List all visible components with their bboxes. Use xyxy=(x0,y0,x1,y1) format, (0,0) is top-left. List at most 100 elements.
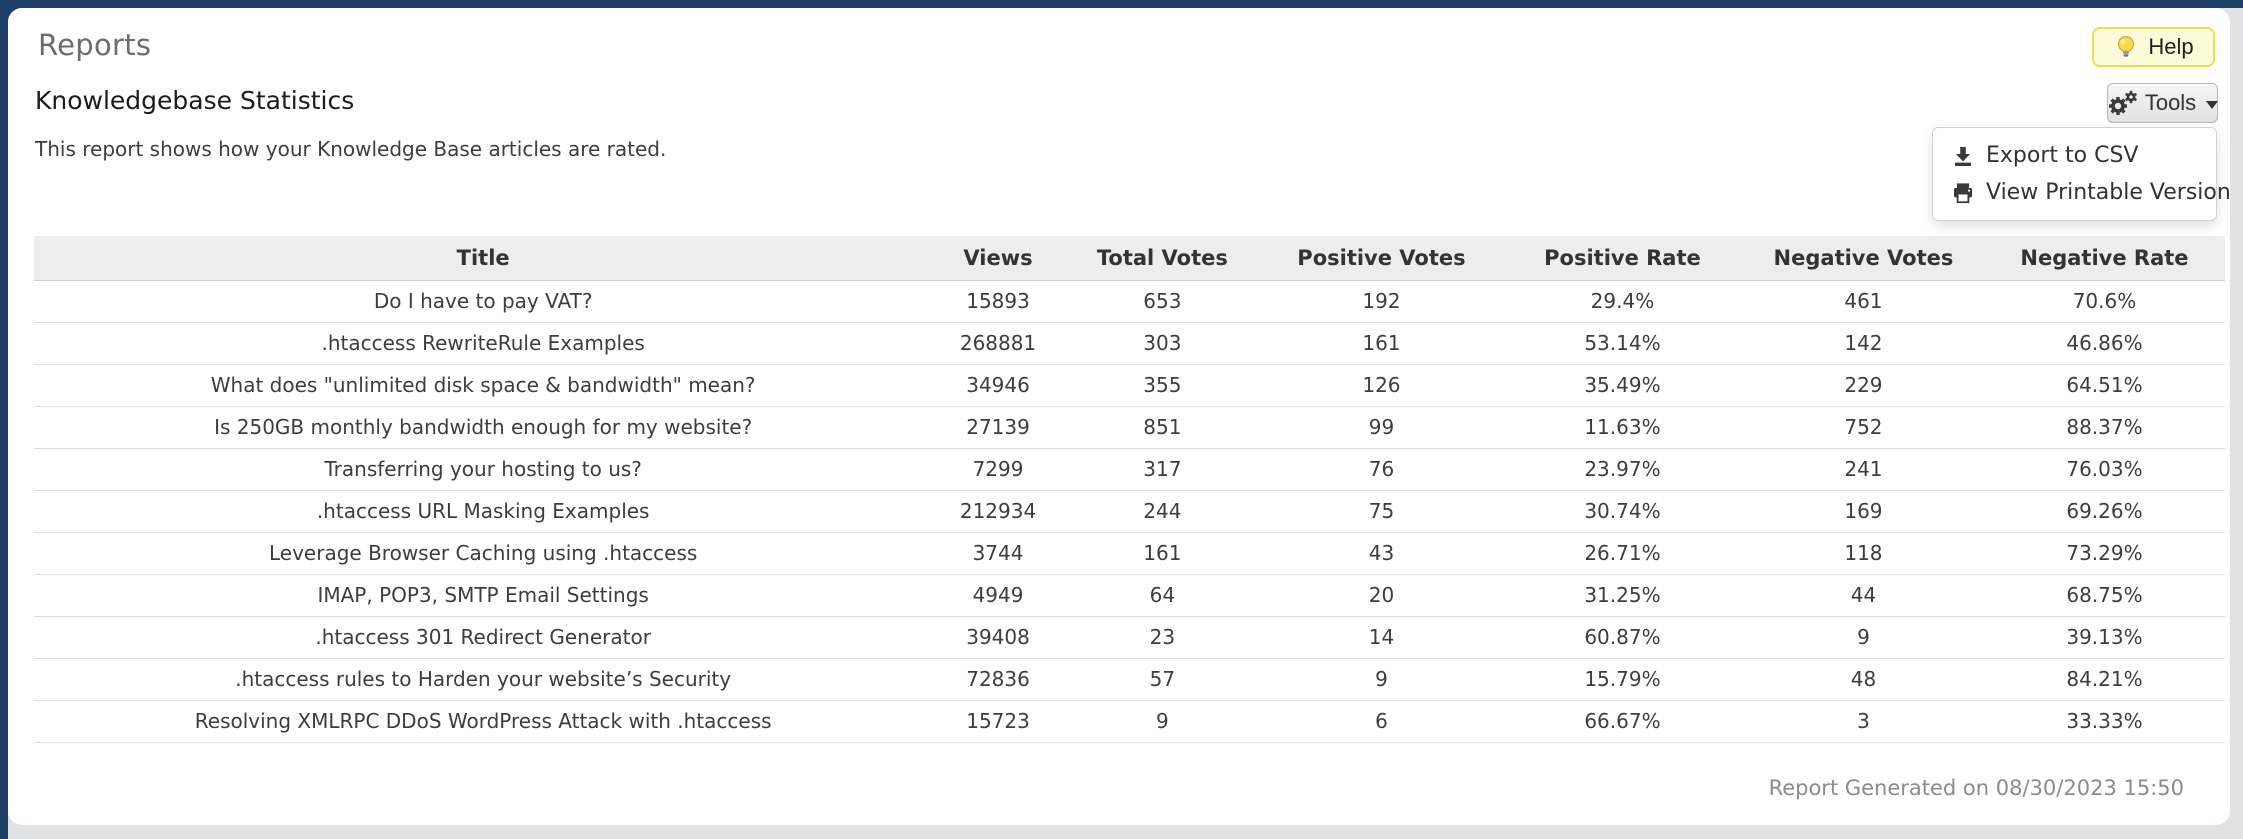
value-cell: 9 xyxy=(1063,700,1261,743)
value-cell: 15893 xyxy=(932,280,1064,323)
value-cell: 64 xyxy=(1063,574,1261,617)
value-cell: 126 xyxy=(1260,364,1502,407)
value-cell: 142 xyxy=(1742,322,1984,365)
value-cell: 27139 xyxy=(932,406,1064,449)
table-row: .htaccess URL Masking Examples 212934 244 7… xyxy=(34,490,2225,533)
value-cell: 851 xyxy=(1063,406,1261,449)
value-cell: 229 xyxy=(1742,364,1984,407)
table-row: Leverage Browser Caching using .htaccess… xyxy=(34,532,2225,575)
value-cell: 26.71% xyxy=(1501,532,1743,575)
table-header-row: Title Views Total Votes Positive Votes Posit… xyxy=(34,236,2225,281)
column-header: Title xyxy=(34,236,933,281)
value-cell: 15723 xyxy=(932,700,1064,743)
column-header: Negative Votes xyxy=(1742,236,1984,281)
value-cell: 68.75% xyxy=(1983,574,2225,617)
value-cell: 355 xyxy=(1063,364,1261,407)
value-cell: 44 xyxy=(1742,574,1984,617)
help-button-label: Help xyxy=(2148,34,2194,59)
value-cell: 60.87% xyxy=(1501,616,1743,659)
value-cell: 53.14% xyxy=(1501,322,1743,365)
value-cell: 46.86% xyxy=(1983,322,2225,365)
table-row: IMAP, POP3, SMTP Email Settings 4949 64 20 3… xyxy=(34,574,2225,617)
help-button[interactable]: Help xyxy=(2092,27,2215,67)
value-cell: 75 xyxy=(1260,490,1502,533)
value-cell: 9 xyxy=(1742,616,1984,659)
value-cell: 9 xyxy=(1260,658,1502,701)
article-title-cell: .htaccess URL Masking Examples xyxy=(34,490,933,533)
value-cell: 48 xyxy=(1742,658,1984,701)
page-title: Reports xyxy=(38,28,152,62)
value-cell: 752 xyxy=(1742,406,1984,449)
value-cell: 6 xyxy=(1260,700,1502,743)
column-header: Views xyxy=(932,236,1064,281)
article-title-cell: .htaccess RewriteRule Examples xyxy=(34,322,933,365)
value-cell: 39.13% xyxy=(1983,616,2225,659)
caret-down-icon xyxy=(2206,100,2219,109)
article-title-cell: Do I have to pay VAT? xyxy=(34,280,933,323)
column-header: Total Votes xyxy=(1063,236,1261,281)
table-row: Resolving XMLRPC DDoS WordPress Attack w… xyxy=(34,700,2225,743)
value-cell: 35.49% xyxy=(1501,364,1743,407)
value-cell: 99 xyxy=(1260,406,1502,449)
article-title-cell: Transferring your hosting to us? xyxy=(34,448,933,491)
value-cell: 72836 xyxy=(932,658,1064,701)
value-cell: 653 xyxy=(1063,280,1261,323)
tools-button-label: Tools xyxy=(2144,90,2197,115)
value-cell: 69.26% xyxy=(1983,490,2225,533)
value-cell: 39408 xyxy=(932,616,1064,659)
value-cell: 14 xyxy=(1260,616,1502,659)
article-title-cell: IMAP, POP3, SMTP Email Settings xyxy=(34,574,933,617)
value-cell: 76.03% xyxy=(1983,448,2225,491)
value-cell: 3 xyxy=(1742,700,1984,743)
value-cell: 303 xyxy=(1063,322,1261,365)
menu-item-view-printable[interactable]: View Printable Version xyxy=(1933,174,2231,211)
value-cell: 461 xyxy=(1742,280,1984,323)
value-cell: 31.25% xyxy=(1501,574,1743,617)
table-row: .htaccess 301 Redirect Generator 39408 23 1… xyxy=(34,616,2225,659)
tools-dropdown-menu: Export to CSV View Printable Version xyxy=(1932,127,2231,221)
value-cell: 161 xyxy=(1063,532,1261,575)
value-cell: 73.29% xyxy=(1983,532,2225,575)
value-cell: 3744 xyxy=(932,532,1064,575)
tools-button[interactable]: Tools xyxy=(2107,83,2219,123)
table-row: Is 250GB monthly bandwidth enough for my… xyxy=(34,406,2225,449)
report-title: Knowledgebase Statistics xyxy=(35,86,355,115)
lightbulb-icon xyxy=(2118,35,2135,57)
menu-item-export-csv[interactable]: Export to CSV xyxy=(1933,137,2216,174)
value-cell: 29.4% xyxy=(1501,280,1743,323)
value-cell: 15.79% xyxy=(1501,658,1743,701)
table-row: What does "unlimited disk space & bandwi… xyxy=(34,364,2225,407)
value-cell: 7299 xyxy=(932,448,1064,491)
value-cell: 268881 xyxy=(932,322,1064,365)
value-cell: 317 xyxy=(1063,448,1261,491)
value-cell: 84.21% xyxy=(1983,658,2225,701)
value-cell: 57 xyxy=(1063,658,1261,701)
table-row: .htaccess rules to Harden your website’s… xyxy=(34,658,2225,701)
value-cell: 76 xyxy=(1260,448,1502,491)
kb-statistics-table: Title Views Total Votes Positive Votes Posit… xyxy=(34,236,2225,743)
value-cell: 88.37% xyxy=(1983,406,2225,449)
menu-item-label: Export to CSV xyxy=(1986,143,2139,168)
value-cell: 33.33% xyxy=(1983,700,2225,743)
value-cell: 169 xyxy=(1742,490,1984,533)
value-cell: 64.51% xyxy=(1983,364,2225,407)
column-header: Positive Rate xyxy=(1501,236,1743,281)
table-row: .htaccess RewriteRule Examples 268881 303 1… xyxy=(34,322,2225,365)
download-icon xyxy=(1955,146,1971,166)
menu-item-label: View Printable Version xyxy=(1986,180,2231,205)
article-title-cell: Resolving XMLRPC DDoS WordPress Attack w… xyxy=(34,700,933,743)
value-cell: 118 xyxy=(1742,532,1984,575)
article-title-cell: Is 250GB monthly bandwidth enough for my… xyxy=(34,406,933,449)
value-cell: 161 xyxy=(1260,322,1502,365)
value-cell: 11.63% xyxy=(1501,406,1743,449)
value-cell: 70.6% xyxy=(1983,280,2225,323)
article-title-cell: .htaccess 301 Redirect Generator xyxy=(34,616,933,659)
article-title-cell: What does "unlimited disk space & bandwi… xyxy=(34,364,933,407)
report-card: Reports Help Knowledgebase Statistics Th… xyxy=(8,8,2231,825)
article-title-cell: .htaccess rules to Harden your website’s… xyxy=(34,658,933,701)
value-cell: 23 xyxy=(1063,616,1261,659)
value-cell: 192 xyxy=(1260,280,1502,323)
value-cell: 4949 xyxy=(932,574,1064,617)
value-cell: 43 xyxy=(1260,532,1502,575)
report-description: This report shows how your Knowledge Bas… xyxy=(35,137,667,161)
